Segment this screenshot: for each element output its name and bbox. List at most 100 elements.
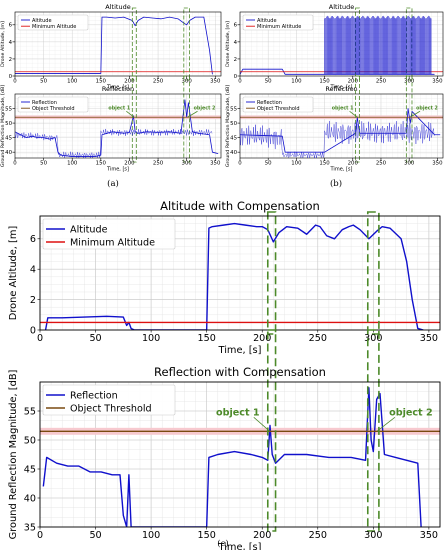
y-tick-label: 50	[230, 121, 237, 127]
x-tick-label: 250	[376, 161, 387, 167]
x-tick-label: 150	[198, 530, 216, 541]
legend-label: Altitude	[70, 224, 108, 235]
x-tick-label: 100	[291, 79, 302, 85]
highlight-box	[366, 211, 380, 335]
x-tick-label: 300	[182, 79, 193, 85]
highlight-box	[131, 75, 137, 163]
y-tick-label: 45	[5, 136, 12, 142]
x-tick-label: 150	[319, 161, 330, 167]
y-tick-label: 0	[9, 74, 13, 80]
y-tick-label: 4	[9, 40, 13, 46]
x-tick-label: 100	[142, 333, 160, 344]
x-tick-label: 50	[265, 161, 272, 167]
x-tick-label: 0	[238, 79, 242, 85]
highlight-box	[355, 75, 360, 163]
highlight-box	[405, 7, 413, 81]
annotation-object-2: object 2	[194, 105, 216, 111]
x-axis-label: Time, [s]	[330, 85, 353, 91]
x-tick-label: 300	[182, 161, 193, 167]
series-reflection-noise	[14, 128, 213, 159]
x-tick-label: 50	[89, 530, 101, 541]
annotation-object-1: object 1	[108, 105, 130, 111]
highlight-box	[131, 7, 137, 81]
x-tick-label: 150	[198, 333, 216, 344]
x-tick-label: 50	[89, 333, 101, 344]
y-axis-label: Ground Reflection Magnitude, [dB]	[8, 370, 19, 540]
legend-label: Altitude	[32, 18, 52, 24]
highlight-box	[183, 75, 190, 163]
x-tick-label: 200	[124, 161, 135, 167]
legend-label: Object Threshold	[70, 403, 152, 414]
chart-title: Reflection with Compensation	[154, 365, 326, 379]
legend-label: Object Threshold	[32, 106, 75, 112]
x-tick-label: 100	[67, 161, 78, 167]
chart-title: Altitude	[105, 3, 130, 11]
x-tick-label: 50	[40, 161, 47, 167]
annotation-arrow	[187, 110, 198, 118]
axes-frame	[239, 93, 444, 159]
x-tick-label: 50	[40, 79, 47, 85]
y-tick-label: 45	[24, 464, 36, 475]
y-tick-label: 45	[230, 136, 237, 142]
legend-label: Minimum Altitude	[32, 24, 76, 30]
highlight-box	[183, 7, 190, 81]
x-tick-label: 300	[364, 333, 382, 344]
x-tick-label: 250	[153, 79, 164, 85]
legend-label: Minimum Altitude	[257, 24, 301, 30]
y-tick-label: 55	[5, 106, 12, 112]
x-tick-label: 0	[238, 161, 242, 167]
annotation-object-1: object 1	[216, 407, 260, 418]
caption-c: (c)	[217, 538, 228, 549]
y-tick-label: 40	[24, 493, 36, 504]
chart-a_top: 0 50 100 150 200 250 300 350 0 2 4 6 Altitude Time, […	[0, 3, 222, 91]
highlight-box	[405, 75, 413, 163]
chart-title: Altitude	[329, 3, 354, 11]
x-tick-label: 100	[142, 530, 160, 541]
y-axis-label: Drone Altitude, [m]	[225, 21, 231, 67]
legend-label: Altitude	[257, 18, 277, 24]
chart-b_bottom: 0 50 100 150 200 250 300 35040455055ReflectionT…	[225, 75, 444, 173]
annotation-object-2: object 2	[389, 407, 433, 418]
highlight-box	[366, 329, 380, 532]
y-tick-label: 2	[9, 57, 12, 63]
y-tick-label: 50	[24, 435, 36, 446]
chart-title: Altitude with Compensation	[160, 199, 320, 213]
x-tick-label: 0	[37, 530, 43, 541]
annotation-arrow	[253, 416, 271, 432]
annotation-arrow	[409, 110, 421, 118]
x-tick-label: 250	[153, 161, 164, 167]
y-axis-label: Drone Altitude, [m]	[8, 226, 19, 320]
series-altitude	[240, 68, 435, 75]
legend-label: Reflection	[32, 100, 57, 106]
y-tick-label: 2	[30, 295, 36, 306]
annotation-arrow	[376, 416, 396, 432]
x-tick-label: 200	[253, 530, 271, 541]
y-tick-label: 35	[24, 522, 36, 533]
legend-box	[42, 218, 176, 250]
y-tick-label: 0	[234, 74, 238, 80]
annotation-arrow	[349, 110, 358, 118]
x-tick-label: 200	[348, 79, 359, 85]
highlight-box	[266, 211, 277, 335]
y-tick-label: 55	[24, 406, 36, 417]
legend-label: Reflection	[70, 390, 118, 401]
axes-frame	[14, 93, 222, 159]
y-tick-label: 4	[234, 40, 238, 46]
legend-box	[242, 96, 314, 113]
caption-a: (a)	[107, 178, 119, 189]
x-tick-label: 100	[291, 161, 302, 167]
x-tick-label: 350	[420, 530, 438, 541]
x-axis-label: Time, [s]	[106, 167, 129, 173]
legend-box	[17, 96, 89, 113]
x-tick-label: 350	[210, 161, 221, 167]
x-tick-label: 200	[124, 79, 135, 85]
y-axis-label: Drone Altitude, [m]	[0, 21, 6, 67]
x-tick-label: 250	[309, 333, 327, 344]
x-tick-label: 150	[96, 161, 107, 167]
annotation-arrow	[126, 110, 135, 118]
x-tick-label: 350	[210, 79, 221, 85]
x-tick-label: 350	[420, 333, 438, 344]
x-tick-label: 200	[348, 161, 359, 167]
axes-frame	[39, 381, 441, 528]
